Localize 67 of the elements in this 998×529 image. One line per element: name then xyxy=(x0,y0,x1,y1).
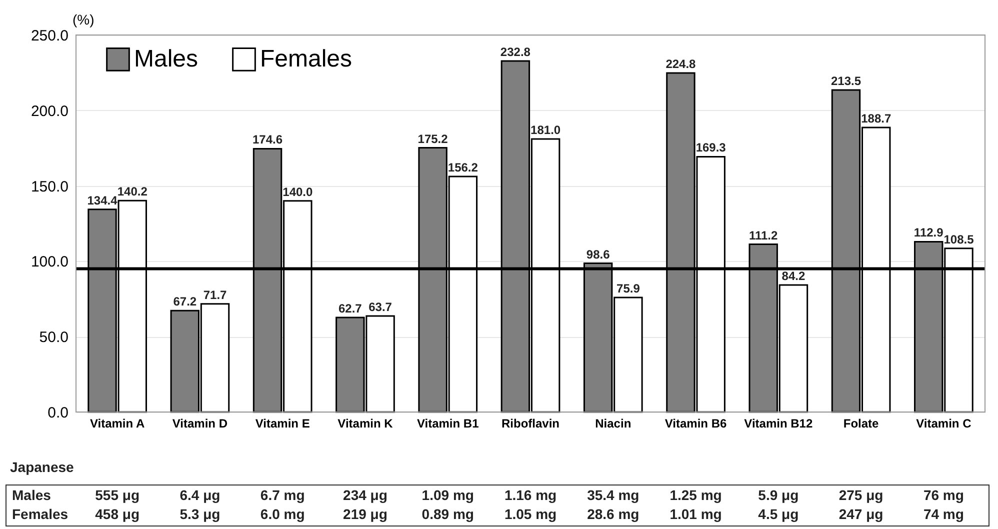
data-label: 112.9 xyxy=(914,226,944,240)
text: 219 μg xyxy=(343,506,388,522)
y-tick-label: 100.0 xyxy=(30,254,68,271)
y-tick-label: 150.0 xyxy=(30,178,68,196)
data-label: 71.7 xyxy=(203,288,228,302)
x-tick-label: Vitamin D xyxy=(172,416,228,430)
data-label: 140.2 xyxy=(117,184,148,199)
y-tick-label: 250.0 xyxy=(30,28,68,44)
data-label: 175.2 xyxy=(418,132,448,146)
text: 458 μg xyxy=(95,506,140,522)
y-tick-label: 50.0 xyxy=(39,329,68,346)
text: 555 μg xyxy=(95,487,140,503)
text: 275 μg xyxy=(838,487,884,503)
data-label: 75.9 xyxy=(616,282,640,296)
x-tick-label: Riboflavin xyxy=(501,416,560,430)
x-tick-label: Vitamin B1 xyxy=(416,416,480,430)
x-tick-label: Vitamin E xyxy=(255,416,310,430)
data-label: 213.5 xyxy=(830,74,862,88)
text: 5.3 μg xyxy=(180,506,220,522)
data-label: 134.4 xyxy=(87,193,118,208)
data-label: 67.2 xyxy=(173,294,197,309)
data-label: 111.2 xyxy=(748,228,778,242)
x-tick-label: Niacin xyxy=(595,416,632,430)
data-label: 156.2 xyxy=(448,160,478,174)
x-tick-label: Vitamin B6 xyxy=(664,416,727,430)
data-label: 188.7 xyxy=(861,111,892,126)
text: 1.16 mg xyxy=(504,487,557,503)
text: 1.05 mg xyxy=(504,506,557,522)
text: 74 mg xyxy=(923,506,964,522)
text: 0.89 mg xyxy=(422,506,474,522)
text: 234 μg xyxy=(343,487,388,503)
text: 1.25 mg xyxy=(670,487,722,503)
x-tick-label: Vitamin C xyxy=(916,416,972,430)
y-tick-label: 200.0 xyxy=(30,102,68,120)
y-axis-title: (%) xyxy=(72,12,94,28)
x-tick-label: Vitamin K xyxy=(338,416,394,430)
text: 76 mg xyxy=(923,487,964,503)
text: 6.0 mg xyxy=(260,506,305,522)
text: 28.6 mg xyxy=(587,506,640,522)
data-label: 169.3 xyxy=(696,140,726,155)
text: Males xyxy=(12,487,52,503)
text: 6.7 mg xyxy=(260,487,305,503)
data-label: 98.6 xyxy=(586,247,610,262)
x-tick-label: Vitamin A xyxy=(90,416,145,430)
legend-label: Males xyxy=(134,45,198,72)
text: Japanese xyxy=(10,459,74,475)
data-label: 84.2 xyxy=(782,269,806,284)
text: Females xyxy=(12,506,68,522)
x-tick-label: Vitamin B12 xyxy=(744,416,813,430)
data-label: 174.6 xyxy=(252,132,283,147)
text: 5.9 μg xyxy=(758,487,799,503)
data-label: 181.0 xyxy=(530,123,561,138)
x-tick-label: Folate xyxy=(843,416,880,430)
text: 35.4 mg xyxy=(587,487,640,503)
data-label: 224.8 xyxy=(666,57,696,71)
data-label: 63.7 xyxy=(368,300,392,314)
text: 247 μg xyxy=(838,506,884,522)
text: 4.5 μg xyxy=(758,506,799,522)
data-label: 232.8 xyxy=(500,44,531,59)
data-label: 140.0 xyxy=(282,184,313,199)
text: 6.4 μg xyxy=(180,487,220,503)
legend-label: Females xyxy=(260,45,352,72)
y-tick-label: 0.0 xyxy=(48,404,68,422)
data-label: 108.5 xyxy=(944,232,974,246)
text: 1.01 mg xyxy=(670,506,722,522)
data-label: 62.7 xyxy=(338,301,362,316)
text: 1.09 mg xyxy=(422,487,474,503)
